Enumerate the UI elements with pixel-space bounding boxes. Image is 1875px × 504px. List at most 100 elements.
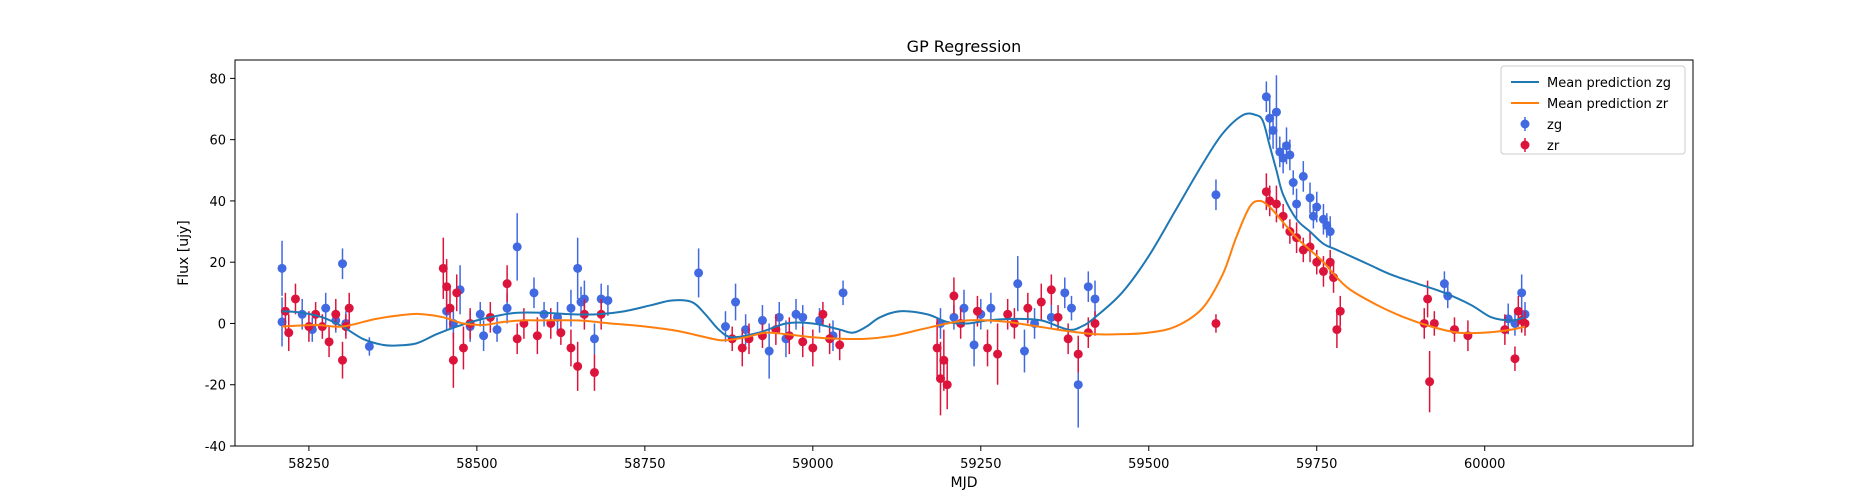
data-point-zg bbox=[1090, 294, 1100, 304]
data-point-zr bbox=[983, 343, 993, 353]
data-point-zr bbox=[1318, 266, 1328, 276]
data-point-zr bbox=[512, 334, 522, 344]
y-tick-label: 20 bbox=[209, 256, 226, 271]
data-point-zg bbox=[1292, 199, 1302, 209]
data-point-zg bbox=[1268, 125, 1278, 135]
data-point-zg bbox=[479, 331, 489, 341]
legend-label: zg bbox=[1547, 118, 1562, 133]
x-axis-label: MJD bbox=[951, 475, 978, 491]
data-point-zg bbox=[502, 303, 512, 313]
y-tick-label: 0 bbox=[218, 317, 226, 332]
data-point-zr bbox=[344, 303, 354, 313]
data-point-zr bbox=[589, 367, 599, 377]
y-tick-label: 80 bbox=[209, 72, 226, 87]
legend-marker-swatch bbox=[1520, 119, 1530, 129]
data-point-zg bbox=[566, 303, 576, 313]
legend-entry-mean-prediction-zg: Mean prediction zg bbox=[1511, 76, 1671, 91]
plot-area bbox=[277, 75, 1530, 428]
data-point-zr bbox=[331, 309, 341, 319]
line-mean-prediction-zg bbox=[281, 112, 1526, 347]
data-point-zr bbox=[284, 328, 294, 338]
legend-label: Mean prediction zr bbox=[1547, 97, 1669, 112]
legend-label: zr bbox=[1547, 139, 1560, 154]
data-point-zr bbox=[338, 355, 348, 365]
data-point-zg bbox=[1278, 153, 1288, 163]
data-point-zr bbox=[972, 306, 982, 316]
data-point-zr bbox=[942, 380, 952, 390]
data-point-zr bbox=[324, 337, 334, 347]
data-point-zr bbox=[566, 343, 576, 353]
legend-box bbox=[1500, 65, 1686, 155]
x-tick-label: 58500 bbox=[456, 457, 497, 472]
y-tick-label: -40 bbox=[205, 440, 226, 455]
data-point-zr bbox=[1513, 306, 1523, 316]
data-point-zg bbox=[1517, 288, 1527, 298]
data-point-zr bbox=[932, 343, 942, 353]
data-point-zr bbox=[290, 294, 300, 304]
data-point-zg bbox=[573, 263, 583, 273]
data-point-zr bbox=[798, 337, 808, 347]
data-point-zr bbox=[808, 343, 818, 353]
data-point-zr bbox=[1271, 199, 1281, 209]
data-point-zr bbox=[818, 309, 828, 319]
data-point-zg bbox=[949, 312, 959, 322]
legend: Mean prediction zg Mean prediction zr zg zr bbox=[1500, 65, 1686, 155]
data-point-zr bbox=[1429, 318, 1439, 328]
axes-frame bbox=[234, 59, 1694, 447]
data-point-zr bbox=[835, 340, 845, 350]
data-point-zg bbox=[1308, 211, 1318, 221]
data-point-zg bbox=[1282, 141, 1292, 151]
data-point-zg bbox=[986, 303, 996, 313]
line-mean-prediction-zr bbox=[281, 199, 1526, 342]
x-tick-label: 59250 bbox=[960, 457, 1001, 472]
data-point-zr bbox=[935, 374, 945, 384]
data-point-zr bbox=[1261, 187, 1271, 197]
data-point-zg bbox=[475, 309, 485, 319]
x-tick-label: 58250 bbox=[288, 457, 329, 472]
data-point-zr bbox=[1073, 349, 1083, 359]
data-point-zg bbox=[838, 288, 848, 298]
y-tick-label: 60 bbox=[209, 134, 226, 149]
data-point-zg bbox=[694, 268, 704, 278]
data-point-zg bbox=[1439, 279, 1449, 289]
data-point-zr bbox=[1298, 245, 1308, 255]
data-point-zg bbox=[1261, 92, 1271, 102]
data-point-zg bbox=[297, 309, 307, 319]
data-point-zr bbox=[1046, 285, 1056, 295]
data-point-zg bbox=[1083, 282, 1093, 292]
data-point-zg bbox=[603, 295, 613, 305]
legend-entry-mean-prediction-zr: Mean prediction zr bbox=[1511, 97, 1669, 112]
data-point-zg bbox=[791, 309, 801, 319]
data-point-zr bbox=[573, 361, 583, 371]
data-point-zr bbox=[304, 322, 314, 332]
data-point-zr bbox=[1063, 334, 1073, 344]
data-point-zg bbox=[1067, 303, 1077, 313]
data-point-zr bbox=[556, 328, 566, 338]
data-point-zg bbox=[720, 322, 730, 332]
x-tick-label: 59750 bbox=[1296, 457, 1337, 472]
data-point-zg bbox=[969, 340, 979, 350]
data-point-zg bbox=[1325, 227, 1335, 237]
data-point-zg bbox=[1073, 380, 1083, 390]
data-point-zr bbox=[1425, 377, 1435, 387]
data-point-zr bbox=[442, 282, 452, 292]
data-point-zr bbox=[1003, 309, 1013, 319]
data-point-zr bbox=[445, 303, 455, 313]
data-point-zr bbox=[1325, 257, 1335, 267]
x-tick-label: 59500 bbox=[1128, 457, 1169, 472]
y-axis-label: Flux [ujy] bbox=[176, 220, 192, 286]
data-point-zg bbox=[539, 309, 549, 319]
data-point-zg bbox=[1305, 193, 1315, 203]
x-tick-label: 60000 bbox=[1464, 457, 1505, 472]
x-tick-label: 58750 bbox=[624, 457, 665, 472]
data-point-zr bbox=[438, 263, 448, 273]
data-point-zg bbox=[364, 341, 374, 351]
data-point-zr bbox=[1036, 297, 1046, 307]
data-point-zg bbox=[731, 297, 741, 307]
data-point-zr bbox=[1335, 306, 1345, 316]
data-point-zg bbox=[1046, 312, 1056, 322]
data-point-zr bbox=[1332, 325, 1342, 335]
data-point-zg bbox=[529, 288, 539, 298]
data-point-zr bbox=[993, 349, 1003, 359]
